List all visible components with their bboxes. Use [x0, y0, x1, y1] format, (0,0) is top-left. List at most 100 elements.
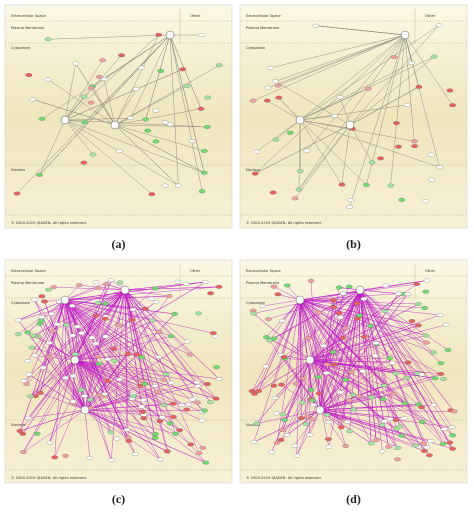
compartment-label: Nucleus — [11, 423, 25, 427]
node — [275, 95, 283, 100]
node — [166, 421, 174, 426]
node — [339, 291, 347, 296]
edge — [319, 409, 455, 412]
node — [95, 361, 103, 366]
node — [207, 291, 214, 296]
node — [80, 160, 88, 165]
node — [303, 148, 311, 153]
node — [377, 156, 384, 161]
node — [53, 322, 61, 327]
node — [25, 372, 33, 377]
node — [201, 149, 208, 153]
edge — [295, 359, 311, 384]
node — [258, 304, 266, 309]
node — [204, 382, 211, 386]
edge — [273, 299, 301, 386]
edge — [84, 409, 143, 413]
node — [380, 383, 388, 388]
node — [183, 407, 190, 412]
edge — [299, 299, 312, 390]
node — [152, 300, 160, 305]
edge — [37, 336, 86, 411]
edge — [341, 124, 351, 185]
node — [345, 284, 353, 289]
edge — [349, 34, 406, 207]
node — [404, 360, 412, 365]
edge — [103, 78, 116, 126]
node — [69, 373, 77, 378]
hub-node — [60, 115, 70, 125]
node — [350, 407, 357, 412]
node — [141, 381, 149, 386]
edge — [54, 289, 126, 458]
node — [426, 453, 433, 458]
edge — [319, 409, 425, 452]
node — [94, 301, 102, 305]
compartment-label: Cytoplasm — [246, 301, 266, 305]
node — [197, 106, 205, 111]
node — [262, 364, 270, 369]
edge — [359, 289, 423, 375]
node — [215, 63, 223, 68]
edge — [64, 69, 183, 121]
node — [185, 402, 193, 407]
edge — [169, 34, 203, 192]
edge — [309, 293, 403, 361]
node — [37, 318, 45, 323]
edge — [74, 301, 157, 361]
node — [44, 37, 52, 42]
node — [123, 427, 131, 432]
edge — [64, 299, 203, 449]
node — [144, 128, 152, 133]
node — [74, 324, 81, 329]
edge — [349, 25, 440, 126]
edge — [349, 124, 373, 163]
edge — [309, 325, 419, 361]
edge — [253, 313, 311, 361]
node — [310, 402, 318, 407]
node — [295, 187, 303, 192]
node — [101, 316, 109, 321]
node — [273, 440, 281, 445]
edge — [310, 289, 361, 390]
edge — [74, 359, 191, 445]
node — [45, 355, 53, 359]
edge — [282, 359, 311, 431]
edge — [124, 286, 219, 291]
node — [430, 54, 438, 59]
compartment-label: Cytoplasm — [11, 301, 31, 305]
edge — [72, 359, 76, 402]
footer: © 2000-2019 QIAGEN. All rights reserved. — [11, 221, 87, 225]
node — [138, 404, 146, 409]
node — [161, 120, 169, 125]
node — [215, 284, 223, 289]
edge — [254, 289, 361, 394]
node — [283, 283, 291, 288]
edge — [114, 65, 220, 126]
node — [155, 329, 163, 334]
node — [346, 398, 353, 403]
edge — [64, 286, 219, 301]
node — [450, 409, 458, 414]
node — [270, 284, 278, 289]
edge — [18, 320, 86, 411]
node — [274, 83, 282, 88]
edge — [64, 117, 131, 121]
edge — [256, 359, 311, 424]
edge — [114, 89, 137, 126]
edge — [39, 34, 171, 176]
node — [104, 378, 112, 383]
node — [183, 339, 191, 344]
edge — [40, 359, 76, 394]
node — [151, 384, 159, 388]
edge — [37, 336, 76, 361]
node — [323, 412, 331, 417]
node — [360, 334, 368, 339]
edge — [358, 289, 361, 397]
panel-caption: (a) — [112, 237, 126, 251]
node — [102, 301, 109, 306]
edge — [64, 295, 170, 301]
edge — [114, 108, 202, 126]
edge — [309, 359, 422, 375]
node — [422, 289, 430, 294]
